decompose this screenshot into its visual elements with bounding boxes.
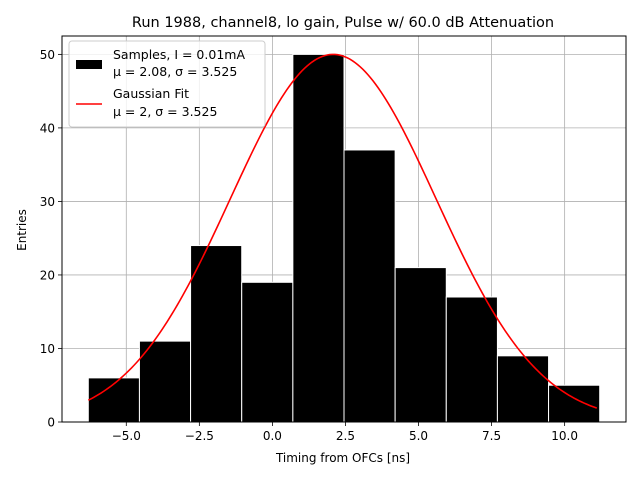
y-tick-label: 50	[40, 48, 55, 62]
legend-fit-line2: μ = 2, σ = 3.525	[113, 104, 217, 119]
histogram-bar	[394, 267, 447, 423]
gaussian-fit	[87, 53, 598, 409]
histogram-bar	[190, 245, 243, 423]
x-tick-label: −2.5	[185, 429, 214, 443]
histogram-bar	[548, 384, 601, 423]
x-tick-label: 10.0	[551, 429, 578, 443]
y-axis-label: Entries	[15, 209, 29, 251]
y-tick-label: 0	[47, 416, 55, 430]
x-tick-label: 0.0	[263, 429, 282, 443]
y-tick-label: 10	[40, 342, 55, 356]
histogram-bar	[292, 53, 345, 423]
y-tick-label: 40	[40, 121, 55, 135]
legend-box	[68, 40, 266, 128]
x-tick-label: 7.5	[482, 429, 501, 443]
histogram-bar	[138, 340, 192, 423]
histogram-bars	[87, 53, 601, 423]
plot-frame	[61, 35, 627, 423]
histogram-bar	[343, 149, 396, 423]
y-axis-ticks: 0 10 20 30 40 50	[40, 48, 62, 430]
x-tick-label: 5.0	[409, 429, 428, 443]
x-tick-label: 2.5	[336, 429, 355, 443]
histogram-bar	[241, 281, 294, 423]
y-tick-label: 30	[40, 195, 55, 209]
chart-title: Run 1988, channel8, lo gain, Pulse w/ 60…	[132, 15, 554, 31]
x-tick-label: −5.0	[112, 429, 141, 443]
legend-samples-swatch	[76, 60, 102, 69]
histogram-bar	[445, 296, 498, 423]
legend-fit-line1: Gaussian Fit	[113, 86, 189, 101]
gaussian-fit-curve	[87, 53, 598, 409]
x-axis-label: Timing from OFCs [ns]	[275, 451, 410, 465]
histogram-bar	[496, 355, 550, 423]
legend: Samples, I = 0.01mA μ = 2.08, σ = 3.525 …	[68, 40, 266, 128]
legend-samples-line2: μ = 2.08, σ = 3.525	[113, 64, 237, 79]
y-tick-label: 20	[40, 268, 55, 282]
x-axis-ticks: −5.0 −2.5 0.0 2.5 5.0 7.5 10.0	[112, 422, 578, 443]
legend-samples-line1: Samples, I = 0.01mA	[113, 47, 245, 62]
